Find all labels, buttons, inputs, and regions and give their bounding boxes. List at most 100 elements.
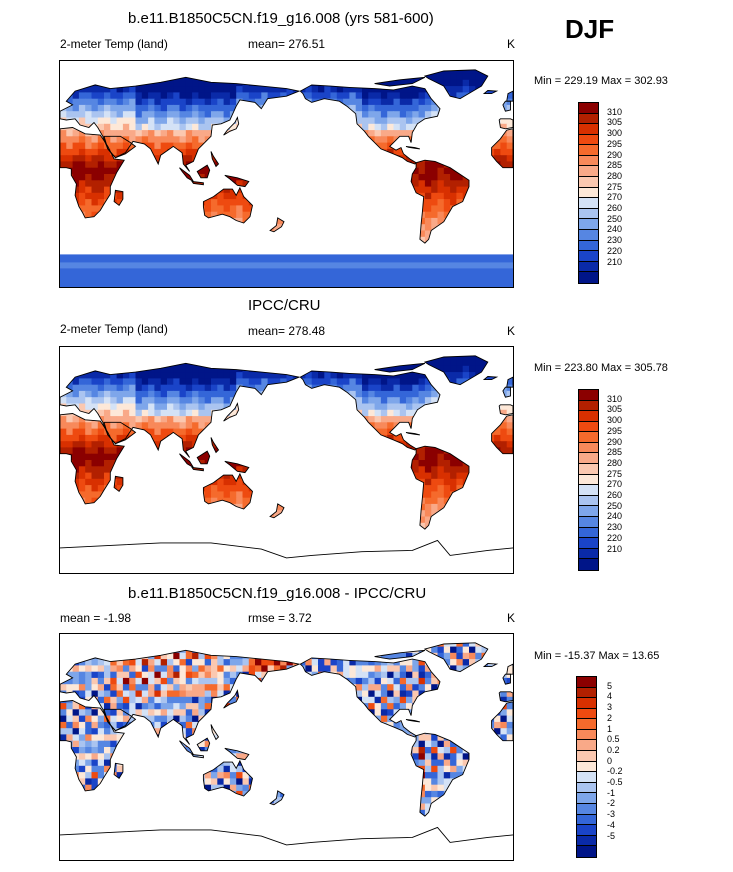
colorbar-cell [579,495,598,507]
colorbar-cell [577,793,596,804]
colorbar-tick-label: 310 [607,393,623,404]
coastline [202,472,253,510]
panel-2-colorbar-ticks: 310 305 300 295 290 285 280 275 270 260 250 240 230 2… [607,389,637,571]
colorbar-tick-label: 275 [607,468,623,479]
colorbar-cell [577,772,596,783]
coastline [113,475,124,493]
coastline [410,732,470,817]
coastline [491,414,513,455]
colorbar-cell [579,421,598,433]
colorbar-tick-label: 285 [607,160,623,171]
colorbar-tick-label: -2 [607,798,616,809]
colorbar-cell [579,134,598,146]
colorbar-tick-label: 270 [607,192,623,203]
colorbar-tick-label: -4 [607,819,616,830]
panel-3-colorbar [576,676,597,858]
panel-1-colorbar [578,102,599,284]
colorbar-tick-label: 210 [607,543,623,554]
colorbar-tick-label: 275 [607,181,623,192]
colorbar-tick-label: 285 [607,447,623,458]
coastline [223,116,240,136]
colorbar-cell [577,698,596,709]
colorbar-cell [579,474,598,486]
coastline [299,370,441,451]
panel-3-mean-label: mean = -1.98 [60,611,132,625]
coastline [60,700,125,792]
colorbar-tick-label: 240 [607,224,623,235]
coastline [374,76,426,87]
colorbar-tick-label: 210 [607,256,623,267]
coastline [299,657,441,738]
panel-1-minmax: Min = 229.19 Max = 302.93 [534,75,668,87]
coastline [410,159,470,244]
panel-1-mean-label: mean= 276.51 [248,37,326,51]
colorbar-cell [579,272,598,283]
colorbar-cell [579,411,598,422]
colorbar-tick-label: 260 [607,203,623,214]
colorbar-tick-label: 260 [607,490,623,501]
coastline [410,445,470,530]
colorbar-tick-label: 230 [607,522,623,533]
antarctica-coastline [60,539,513,559]
coastline [60,362,301,458]
coastline [269,790,285,806]
coastline [179,453,194,468]
coastline [202,759,253,797]
colorbar-tick-label: 0.5 [607,734,620,745]
colorbar-cell [577,719,596,730]
coastline [103,421,137,445]
antarctica-coastline [60,826,513,846]
colorbar-cell [579,442,598,454]
panel-1-units: K [507,37,516,51]
panel-3-map [59,633,514,861]
coastline [196,450,211,465]
colorbar-tick-label: 280 [607,457,623,468]
colorbar-cell [579,538,598,549]
colorbar-tick-label: -5 [607,830,616,841]
antarctica-fill [60,254,513,287]
colorbar-tick-label: -0.2 [607,766,623,777]
coastline [191,466,204,472]
colorbar-cell [579,485,598,496]
coastline [179,740,194,755]
coastline [405,431,421,436]
panel-2-colorbar [578,389,599,571]
coastline [482,90,499,95]
colorbar-cell [577,740,596,752]
colorbar-cell [579,506,598,517]
colorbar-tick-label: 5 [607,680,613,691]
panel-3-colorbar-ticks: 5 4 3 2 1 0.5 0.2 0 -0.2 -0.5 -1 -2 -3 -4 -5 [607,676,637,858]
colorbar-tick-label: 295 [607,138,623,149]
coastline [210,724,220,741]
colorbar-cell [577,687,596,699]
coastline [60,127,125,219]
colorbar-cell [577,761,596,773]
coastline [103,708,137,732]
colorbar-cell [579,166,598,178]
colorbar-tick-label: 4 [607,691,613,702]
panel-3-minmax: Min = -15.37 Max = 13.65 [534,650,660,662]
coastline [498,118,513,130]
coastline [103,135,137,159]
colorbar-cell [577,803,596,815]
panel-2-units: K [507,324,516,338]
coastline [498,691,513,703]
panel-2-minmax: Min = 223.80 Max = 305.78 [534,362,668,374]
coastline [191,180,204,186]
colorbar-cell [579,527,598,539]
coastline [498,404,513,416]
colorbar-cell [579,453,598,465]
panel-3-title: b.e11.B1850C5CN.f19_g16.008 - IPCC/CRU [128,585,427,602]
colorbar-cell [579,219,598,230]
coastline [210,151,220,168]
coastline [224,747,250,761]
panel-1-colorbar-ticks: 310 305 300 295 290 285 280 275 270 260 250 240 230 2… [607,102,637,284]
colorbar-cell [577,708,596,720]
colorbar-cell [579,155,598,167]
colorbar-cell [579,516,598,528]
coastline [196,164,211,179]
colorbar-cell [577,814,596,826]
coastline [405,718,421,723]
colorbar-cell [579,240,598,252]
colorbar-tick-label: 270 [607,479,623,490]
